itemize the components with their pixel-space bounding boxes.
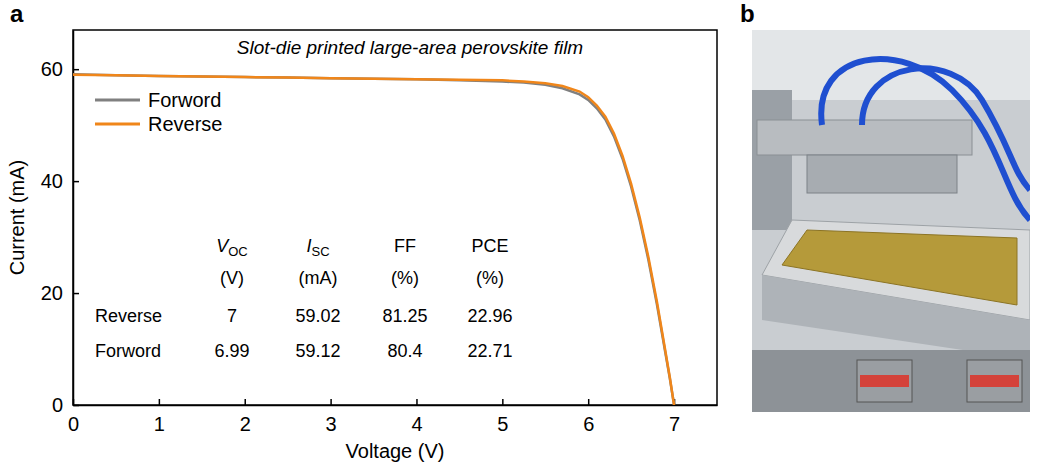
- y-axis-title: Current (mA): [6, 160, 28, 276]
- panel-label: a: [10, 0, 24, 27]
- legend-swatch: [95, 99, 140, 102]
- photo-background: [752, 30, 1030, 412]
- figure: a 0 1 2 3 4 5 6 7 0 20 40 60 Voltage (V) Current (mA) S…: [0, 0, 1043, 466]
- legend-label: Reverse: [148, 113, 222, 135]
- table-value: 6.99: [214, 341, 249, 361]
- tick: 1: [154, 399, 165, 435]
- tick-mark: [416, 399, 418, 405]
- tick: 3: [326, 399, 337, 435]
- tick-label: 20: [41, 282, 63, 304]
- tick: 6: [583, 399, 594, 435]
- column-unit: (V): [220, 268, 244, 288]
- column-header: PCE: [471, 236, 508, 256]
- tick: 60: [41, 58, 79, 80]
- tick-mark: [588, 399, 590, 405]
- series-line: [73, 75, 674, 405]
- tick-label: 0: [68, 413, 79, 435]
- tick-label: 4: [411, 413, 422, 435]
- tube: [821, 59, 1030, 220]
- column-header: ISC: [306, 236, 329, 259]
- column-header: VOC: [216, 236, 248, 259]
- machine-base: [752, 350, 1030, 412]
- tick-label: 7: [669, 413, 680, 435]
- x-axis: 0 1 2 3 4 5 6 7: [68, 399, 718, 435]
- slot-die-beam: [757, 120, 972, 155]
- column-unit: (%): [476, 268, 504, 288]
- panel-label: b: [740, 0, 755, 27]
- tick-label: 3: [326, 413, 337, 435]
- side-wall: [752, 90, 792, 230]
- tick-mark: [502, 399, 504, 405]
- column-header: FF: [394, 236, 416, 256]
- table-value: 22.96: [467, 306, 512, 326]
- tick-mark: [330, 399, 332, 405]
- column-unit: (mA): [299, 268, 338, 288]
- tick-label: 60: [41, 58, 63, 80]
- axis-line: [74, 405, 718, 407]
- column-subscript: OC: [228, 244, 248, 259]
- tick-label: 2: [240, 413, 251, 435]
- photo: [752, 30, 1030, 412]
- axis-line: [73, 31, 75, 406]
- tick-mark: [244, 399, 246, 405]
- tick-mark: [73, 69, 79, 71]
- column-subscript: SC: [311, 244, 329, 259]
- table-value: 22.71: [467, 341, 512, 361]
- column-symbol: FF: [394, 236, 416, 256]
- plot-frame: [73, 30, 717, 405]
- tick: 0: [52, 394, 79, 416]
- x-axis-title: Voltage (V): [346, 440, 445, 462]
- sensor-box: [857, 360, 912, 402]
- table-value: 80.4: [387, 341, 422, 361]
- series-line: [73, 74, 674, 405]
- tick: 4: [411, 399, 422, 435]
- sensor-box: [967, 360, 1022, 402]
- tick-mark: [73, 293, 79, 295]
- tick-mark: [73, 405, 79, 407]
- legend-label: Forword: [148, 89, 221, 111]
- table-value: 7: [227, 306, 237, 326]
- tick-label: 1: [154, 413, 165, 435]
- tick: 20: [41, 282, 79, 304]
- table-value: 59.02: [295, 306, 340, 326]
- y-axis: 0 20 40 60: [41, 31, 79, 416]
- sensor-tag: [970, 375, 1019, 387]
- column-symbol: PCE: [471, 236, 508, 256]
- chart-title: Slot-die printed large-area perovskite f…: [237, 37, 583, 58]
- row-label: Reverse: [95, 306, 162, 326]
- sensor-tag: [860, 375, 909, 387]
- row-label: Forword: [95, 341, 161, 361]
- tick-mark: [73, 181, 79, 183]
- table-value: 59.12: [295, 341, 340, 361]
- tick-label: 5: [497, 413, 508, 435]
- tick: 5: [497, 399, 508, 435]
- column-unit: (%): [391, 268, 419, 288]
- table-front: [762, 275, 1030, 360]
- table-value: 81.25: [382, 306, 427, 326]
- legend-swatch: [95, 123, 140, 126]
- slot-die-head: [807, 155, 957, 193]
- enclosure-top: [752, 30, 1030, 100]
- legend: ForwordReverse: [95, 89, 222, 135]
- plot-area: [73, 74, 674, 405]
- tick-mark: [159, 399, 161, 405]
- parameter-table: VOC (V) ISC (mA) FF (%) PCE (%) Reverse 7 59.02 81.…: [95, 236, 513, 361]
- tick-label: 0: [52, 394, 63, 416]
- tick: 2: [240, 399, 251, 435]
- tick-label: 40: [41, 170, 63, 192]
- tube: [862, 68, 1030, 190]
- tick-label: 6: [583, 413, 594, 435]
- tick: 40: [41, 170, 79, 192]
